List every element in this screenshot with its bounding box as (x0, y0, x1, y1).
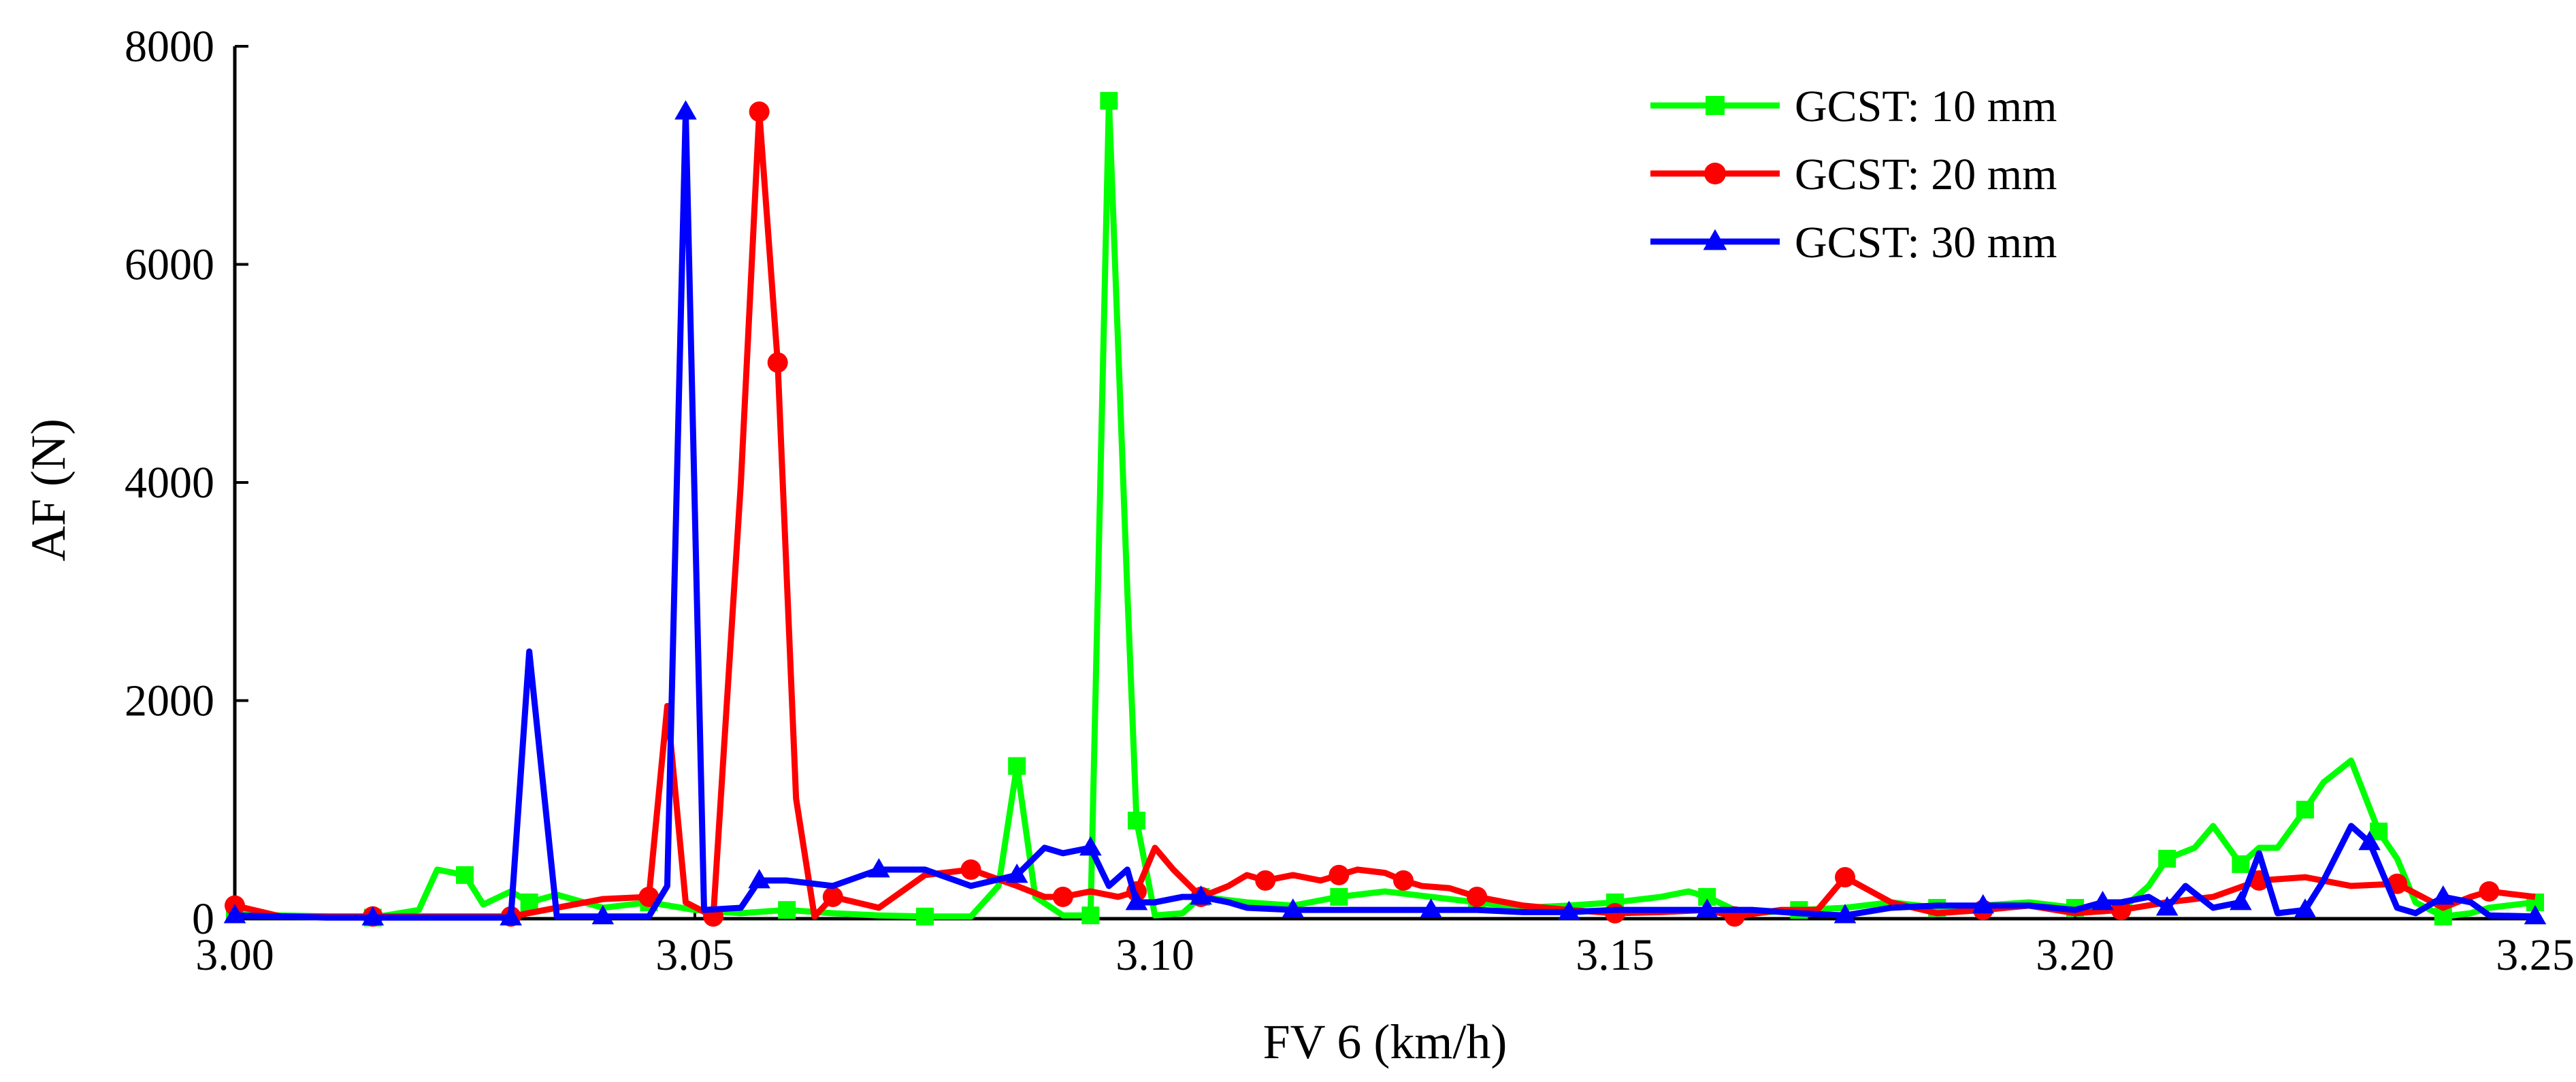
data-point (2230, 891, 2252, 911)
legend-label: GCST: 10 mm (1795, 82, 2057, 131)
axis-ticks: 3.00 3.05 3.10 3.15 3.20 3.25 0 2000 4000 6000 800… (125, 22, 2575, 980)
data-point (1695, 898, 1718, 918)
data-point (2358, 830, 2381, 851)
data-point (223, 904, 246, 923)
x-tick-label: 3.10 (1115, 930, 1194, 980)
data-point (1835, 867, 1855, 888)
legend: GCST: 10 mm GCST: 20 mm GCST: 30 mm (1650, 82, 2057, 267)
data-point (1255, 870, 1276, 891)
data-point (674, 100, 697, 120)
series-line (234, 97, 2536, 921)
data-point (1079, 836, 1102, 856)
data-point (1282, 898, 1305, 918)
legend-item: GCST: 10 mm (1650, 82, 2057, 131)
data-point (1330, 887, 1348, 906)
data-point (638, 886, 659, 907)
data-point (1008, 757, 1026, 775)
data-point (2479, 881, 2500, 902)
data-point (1005, 863, 1028, 883)
data-point (1833, 904, 1857, 923)
series-circle (225, 101, 2536, 927)
data-point (868, 857, 890, 878)
y-tick-label: 4000 (125, 458, 214, 508)
y-tick-label: 8000 (125, 22, 214, 71)
y-tick-label: 2000 (125, 676, 214, 726)
data-point (591, 904, 615, 925)
legend-label: GCST: 20 mm (1795, 150, 2057, 199)
data-point (2232, 855, 2250, 873)
data-point (1081, 906, 1100, 925)
legend-marker (1704, 163, 1726, 184)
y-tick-label: 0 (192, 894, 214, 944)
legend-marker (1703, 229, 1727, 250)
data-point (1393, 870, 1414, 891)
legend-label: GCST: 30 mm (1795, 218, 2057, 267)
data-point (2294, 898, 2317, 918)
data-point (767, 352, 788, 373)
x-tick-label: 3.05 (655, 930, 734, 980)
data-point (1125, 891, 1148, 911)
data-point (822, 886, 843, 907)
data-point (520, 893, 538, 911)
data-point (2296, 800, 2314, 819)
data-point (778, 901, 796, 919)
data-point (1190, 885, 1212, 905)
data-point (1420, 898, 1442, 918)
data-point (749, 101, 770, 122)
data-point (1328, 864, 1350, 885)
y-axis-title: AF (N) (21, 419, 76, 561)
x-tick-label: 3.15 (1576, 930, 1654, 980)
data-point (916, 907, 934, 925)
x-tick-label: 3.00 (195, 930, 274, 980)
x-axis-title: FV 6 (km/h) (1263, 1015, 1507, 1069)
data-point (1100, 92, 1118, 110)
series-line (234, 108, 2536, 921)
data-point (2158, 849, 2176, 868)
data-point (960, 859, 981, 880)
data-point (456, 866, 474, 884)
legend-marker (1706, 96, 1725, 115)
y-tick-label: 6000 (125, 240, 214, 290)
series-triangle (223, 100, 2547, 925)
data-point (1052, 886, 1073, 907)
data-point (361, 906, 385, 925)
x-tick-label: 3.25 (2496, 930, 2575, 980)
data-point (1127, 811, 1145, 830)
legend-item: GCST: 20 mm (1650, 150, 2057, 199)
data-point (2432, 885, 2455, 905)
x-tick-label: 3.20 (2036, 930, 2115, 980)
data-point (2524, 904, 2547, 925)
series-square (226, 92, 2544, 927)
data-point (1467, 886, 1488, 907)
legend-item: GCST: 30 mm (1650, 218, 2057, 267)
axes (233, 46, 2535, 921)
data-point (748, 868, 770, 889)
data-point (500, 906, 522, 925)
series-line (233, 108, 2536, 920)
data-point (1558, 900, 1580, 920)
data-point (2155, 896, 2179, 916)
data-point (2091, 891, 2114, 911)
series-layer (223, 92, 2547, 927)
data-point (1972, 894, 1995, 914)
